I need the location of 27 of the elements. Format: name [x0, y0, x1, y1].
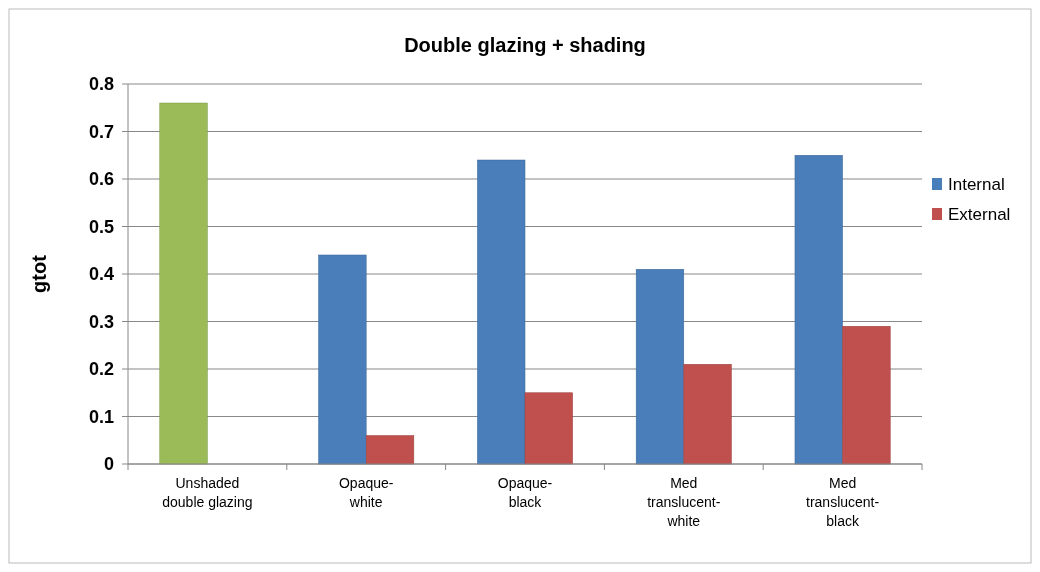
bar — [477, 159, 526, 465]
bar — [842, 326, 891, 465]
x-tick-label: Med translucent-white — [647, 475, 721, 529]
bar — [524, 392, 573, 465]
y-tick-label: 0.2 — [88, 359, 114, 380]
y-tick-label: 0.8 — [88, 74, 114, 95]
legend-label: External — [948, 204, 1011, 224]
x-tick-label: Opaque-white — [338, 475, 394, 510]
bar — [365, 435, 415, 465]
chart-title: Double glazing + shading — [404, 34, 646, 56]
y-tick-label: 0.7 — [88, 121, 114, 142]
y-axis-title: gtot — [28, 254, 50, 293]
y-tick-label: 0 — [103, 454, 114, 475]
y-tick-label: 0.6 — [88, 169, 114, 190]
x-tick-label: Opaque-black — [497, 475, 553, 510]
y-tick-label: 0.5 — [88, 216, 114, 237]
bar — [683, 364, 732, 465]
x-tick-label: Med translucent-black — [806, 475, 880, 529]
y-tick-label: 0.1 — [88, 406, 114, 427]
y-tick-label: 0.3 — [88, 311, 114, 332]
bar — [159, 102, 208, 465]
legend-label: Internal — [948, 174, 1005, 194]
bar — [794, 155, 843, 465]
x-tick-label: Unshaded double glazing — [162, 475, 253, 510]
bar — [635, 269, 685, 465]
bar — [318, 254, 367, 465]
y-tick-label: 0.4 — [88, 264, 114, 285]
